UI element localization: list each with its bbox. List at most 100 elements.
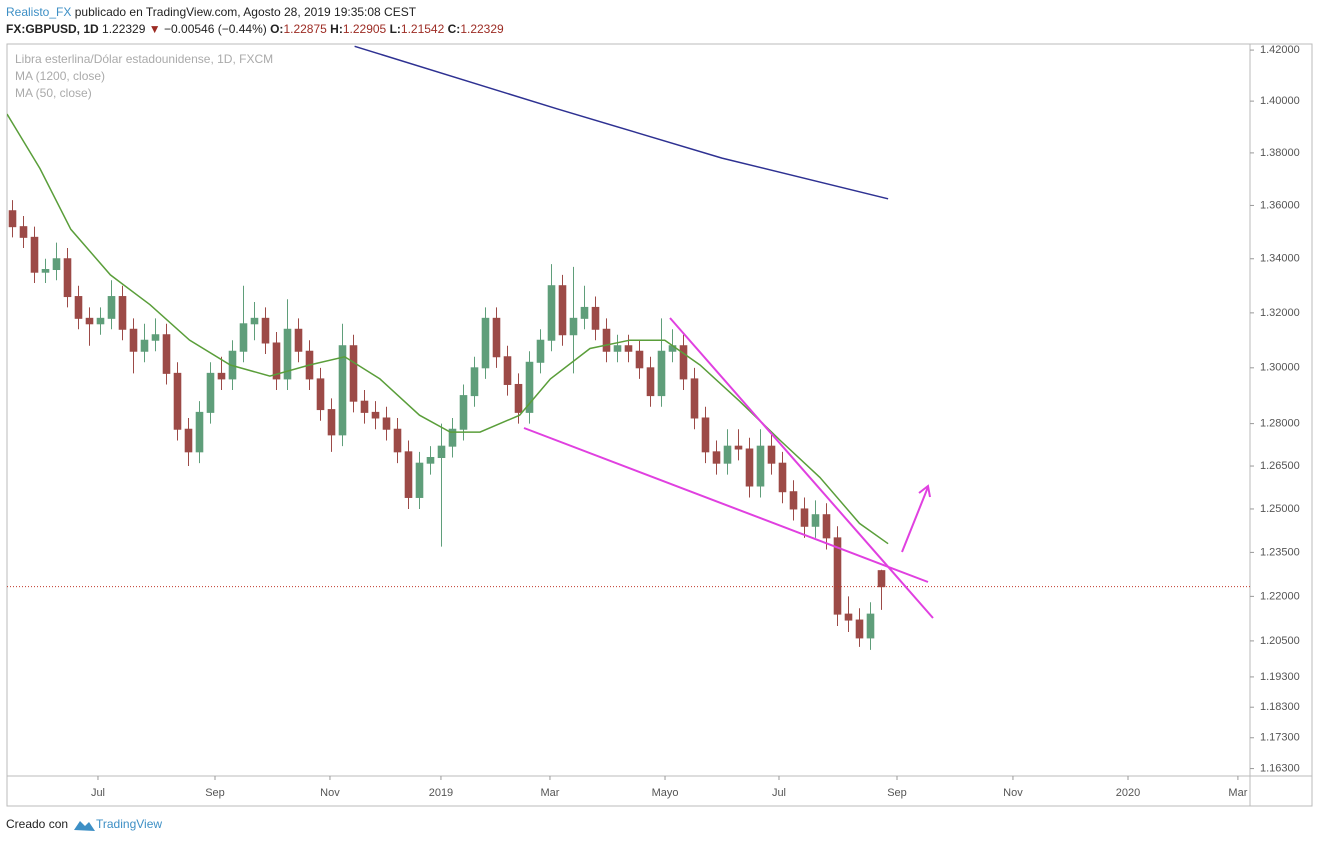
candle-body [85,317,94,325]
candle-body [580,306,589,319]
ma-line [7,113,889,545]
candle-body [624,345,633,352]
candle-body [382,417,391,430]
candle-body [723,445,732,464]
x-tick-label: Mar [540,787,559,799]
footer-brand[interactable]: TradingView [96,817,162,831]
y-tick-label: 1.36000 [1260,199,1300,211]
author[interactable]: Realisto_FX [6,5,72,19]
legend-ma: MA (50, close) [15,86,92,100]
x-tick-label: Sep [205,787,225,799]
candle-body [283,328,292,380]
candle-body [206,372,215,413]
candle-body [778,462,787,493]
candle-body [195,411,204,453]
candle-body [74,296,83,319]
y-tick-label: 1.28000 [1260,418,1300,430]
y-tick-label: 1.16300 [1260,762,1300,774]
change-arrow: ▼ [148,22,161,36]
x-tick-label: Jul [772,787,786,799]
candle-body [448,428,457,447]
y-tick-label: 1.34000 [1260,253,1300,265]
candle-body [690,378,699,419]
x-tick-label: Sep [887,787,907,799]
y-tick-label: 1.26500 [1260,460,1300,472]
y-tick-label: 1.22000 [1260,590,1300,602]
candle-body [701,417,710,453]
candle-body [19,226,28,238]
candle-body [536,339,545,363]
chart-frame [6,43,1313,807]
last-price: 1.22329 [102,22,146,36]
symbol: FX:GBPUSD, 1D [6,22,99,36]
y-tick-label: 1.17300 [1260,732,1300,744]
l-label: L: [389,22,401,36]
candle-body [338,345,347,436]
y-tick-label: 1.32000 [1260,307,1300,319]
candle-body [404,451,413,498]
candle-body [63,258,72,298]
candle-body [767,445,776,464]
candle-body [415,462,424,498]
candle-body [371,411,380,419]
candle-body [558,285,567,336]
candle-body [239,323,248,352]
y-tick-label: 1.20500 [1260,635,1300,647]
candle-body [294,328,303,352]
candle-body [492,317,501,358]
candle-body [657,350,666,397]
published: publicado en TradingView.com, Agosto 28,… [74,5,417,19]
candle-body [272,342,281,380]
c-label: C: [447,22,461,36]
candle-body [789,491,798,510]
candle-body [107,296,116,319]
candle-body [877,570,886,588]
candle-body [503,356,512,385]
plot-area [7,45,1250,650]
candle-body [800,508,809,527]
candle-body [481,317,490,369]
candle-body [129,328,138,352]
x-tick-label: Mayo [652,787,679,799]
candle-body [8,210,17,228]
candle-body [327,409,336,436]
legend-ma: MA (1200, close) [15,69,105,83]
candle-body [470,367,479,397]
y-tick-label: 1.42000 [1260,44,1300,56]
candle-body [745,448,754,487]
y-tick-label: 1.40000 [1260,95,1300,107]
candle-body [162,334,171,374]
candle-body [811,514,820,527]
arrow-head [918,484,931,498]
h-label: H: [330,22,343,36]
candle-body [360,400,369,413]
candle-body [250,317,259,325]
candle-body [547,285,556,341]
candle-body [569,317,578,336]
candle-body [525,361,534,413]
arrow-shaft [901,486,929,553]
candle-body [96,317,105,325]
candle-body [118,296,127,330]
legend-main: Libra esterlina/Dólar estadounidense, 1D… [15,52,273,66]
trend-line [669,317,934,619]
y-tick-label: 1.38000 [1260,147,1300,159]
candle-body [261,317,270,344]
y-tick-label: 1.30000 [1260,362,1300,374]
open-value: 1.22875 [283,22,327,36]
candle-body [30,236,39,273]
candle-body [52,258,61,271]
y-tick-label: 1.25000 [1260,503,1300,515]
candle-body [316,378,325,411]
high-value: 1.22905 [342,22,387,36]
candle-body [646,367,655,397]
candle-body [41,269,50,273]
y-tick-label: 1.18300 [1260,701,1300,713]
candle-body [426,457,435,464]
y-tick-label: 1.19300 [1260,671,1300,683]
x-tick-label: 2019 [429,787,453,799]
x-tick-label: Nov [1003,787,1023,799]
candle-body [459,395,468,430]
candle-body [217,372,226,380]
